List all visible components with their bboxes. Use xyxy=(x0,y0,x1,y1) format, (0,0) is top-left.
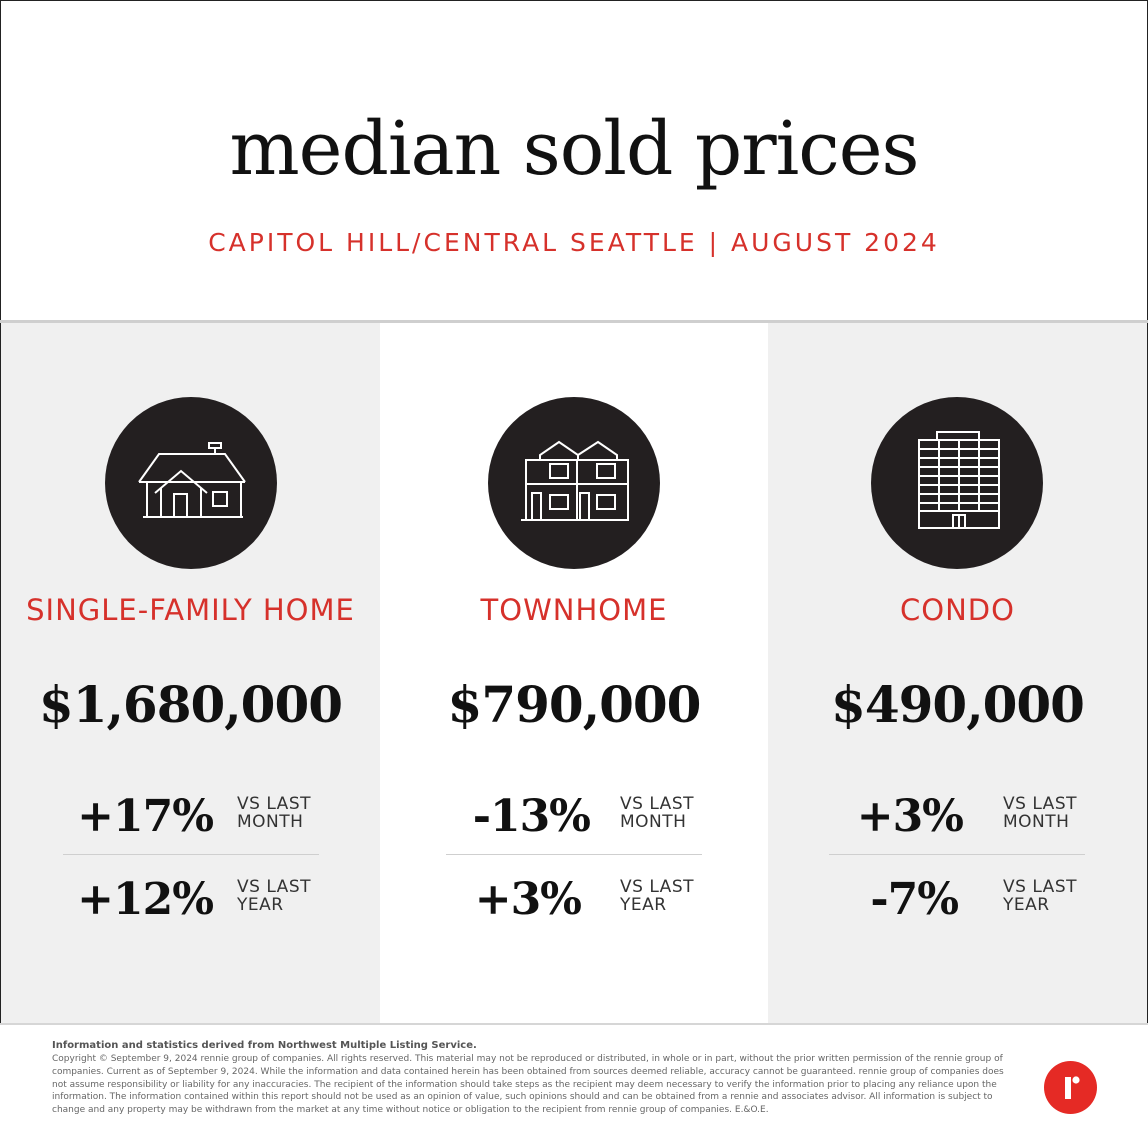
townhome-panel: TOWNHOME $790,000 -13% VS LAST MONTH +3%… xyxy=(380,323,768,1023)
month-stat-row: +3% VS LAST MONTH xyxy=(768,791,1147,851)
month-change-value: +17% xyxy=(77,791,214,842)
stat-divider xyxy=(446,854,702,855)
condo-panel: CONDO $490,000 +3% VS LAST MONTH -7% VS … xyxy=(768,323,1147,1023)
year-change-label: VS LAST YEAR xyxy=(1003,877,1077,915)
footer: Information and statistics derived from … xyxy=(0,1023,1148,1148)
year-stat-row: +12% VS LAST YEAR xyxy=(1,874,380,934)
condo-building-icon xyxy=(918,431,1000,529)
page-subtitle: CAPITOL HILL/CENTRAL SEATTLE | AUGUST 20… xyxy=(208,228,940,257)
source-note: Information and statistics derived from … xyxy=(52,1040,477,1051)
category-label: TOWNHOME xyxy=(480,593,668,627)
category-label: CONDO xyxy=(900,593,1015,627)
month-change-label: VS LAST MONTH xyxy=(1003,794,1077,832)
header: median sold prices CAPITOL HILL/CENTRAL … xyxy=(0,0,1148,320)
median-price: $490,000 xyxy=(831,675,1085,734)
month-stat-row: +17% VS LAST MONTH xyxy=(1,791,380,851)
year-change-value: -7% xyxy=(870,874,959,925)
category-label: SINGLE-FAMILY HOME xyxy=(26,593,355,627)
header-divider xyxy=(0,320,1148,323)
year-stat-row: +3% VS LAST YEAR xyxy=(380,874,768,934)
single-family-panel: SINGLE-FAMILY HOME $1,680,000 +17% VS LA… xyxy=(1,323,380,1023)
rennie-logo xyxy=(1044,1061,1097,1114)
single-family-house-icon xyxy=(138,442,246,518)
year-change-value: +12% xyxy=(77,874,214,925)
townhome-icon xyxy=(521,440,629,521)
rennie-logo-icon xyxy=(1065,1076,1080,1099)
month-change-label: VS LAST MONTH xyxy=(620,794,694,832)
month-change-value: +3% xyxy=(856,791,964,842)
page-title: median sold prices xyxy=(229,106,919,192)
stat-divider xyxy=(63,854,319,855)
disclaimer-text: Copyright © September 9, 2024 rennie gro… xyxy=(52,1054,1004,1116)
month-stat-row: -13% VS LAST MONTH xyxy=(380,791,768,851)
month-change-label: VS LAST MONTH xyxy=(237,794,311,832)
median-price: $790,000 xyxy=(447,675,702,734)
condo-icon-badge xyxy=(871,397,1043,569)
year-change-label: VS LAST YEAR xyxy=(620,877,694,915)
single-family-icon-badge xyxy=(105,397,277,569)
month-change-value: -13% xyxy=(472,791,591,842)
year-change-value: +3% xyxy=(474,874,582,925)
year-change-label: VS LAST YEAR xyxy=(237,877,311,915)
townhome-icon-badge xyxy=(488,397,660,569)
stat-divider xyxy=(829,854,1085,855)
year-stat-row: -7% VS LAST YEAR xyxy=(768,874,1147,934)
median-price: $1,680,000 xyxy=(38,675,343,734)
